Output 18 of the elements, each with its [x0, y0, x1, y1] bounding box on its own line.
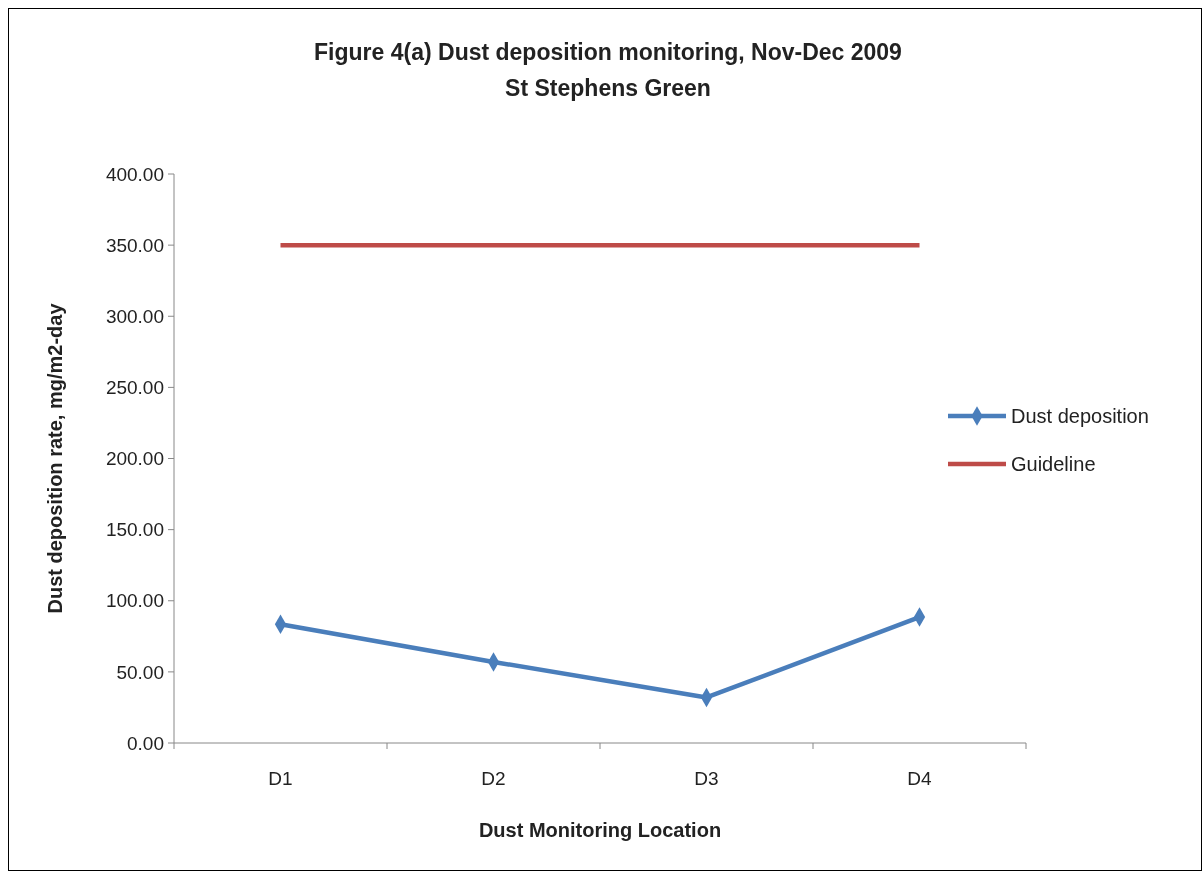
y-tick-label: 100.00 [105, 590, 164, 612]
legend-label: Dust deposition [1011, 405, 1149, 427]
y-tick-label: 350.00 [105, 234, 164, 256]
x-tick-label: D2 [481, 768, 506, 789]
y-tick-label: 300.00 [105, 305, 164, 327]
chart-title: Figure 4(a) Dust deposition monitoring, Nov-Dec 2009 St Stephens Green [314, 39, 902, 101]
x-axis-title: Dust Monitoring Location [478, 819, 722, 841]
y-tick-label: 400.00 [105, 163, 164, 185]
x-tick-label: D3 [694, 768, 719, 789]
x-tick-label: D1 [268, 768, 293, 789]
y-tick-label: 50.00 [116, 661, 164, 683]
legend-label: Guideline [1011, 453, 1096, 475]
y-tick-label: 250.00 [105, 377, 164, 399]
y-tick-label: 150.00 [105, 519, 164, 541]
y-tick-label: 200.00 [105, 448, 164, 470]
x-tick-label: D4 [907, 768, 933, 789]
y-axis-title: Dust deposition rate, mg/m2-day [44, 302, 66, 614]
y-tick-label: 0.00 [127, 732, 164, 754]
